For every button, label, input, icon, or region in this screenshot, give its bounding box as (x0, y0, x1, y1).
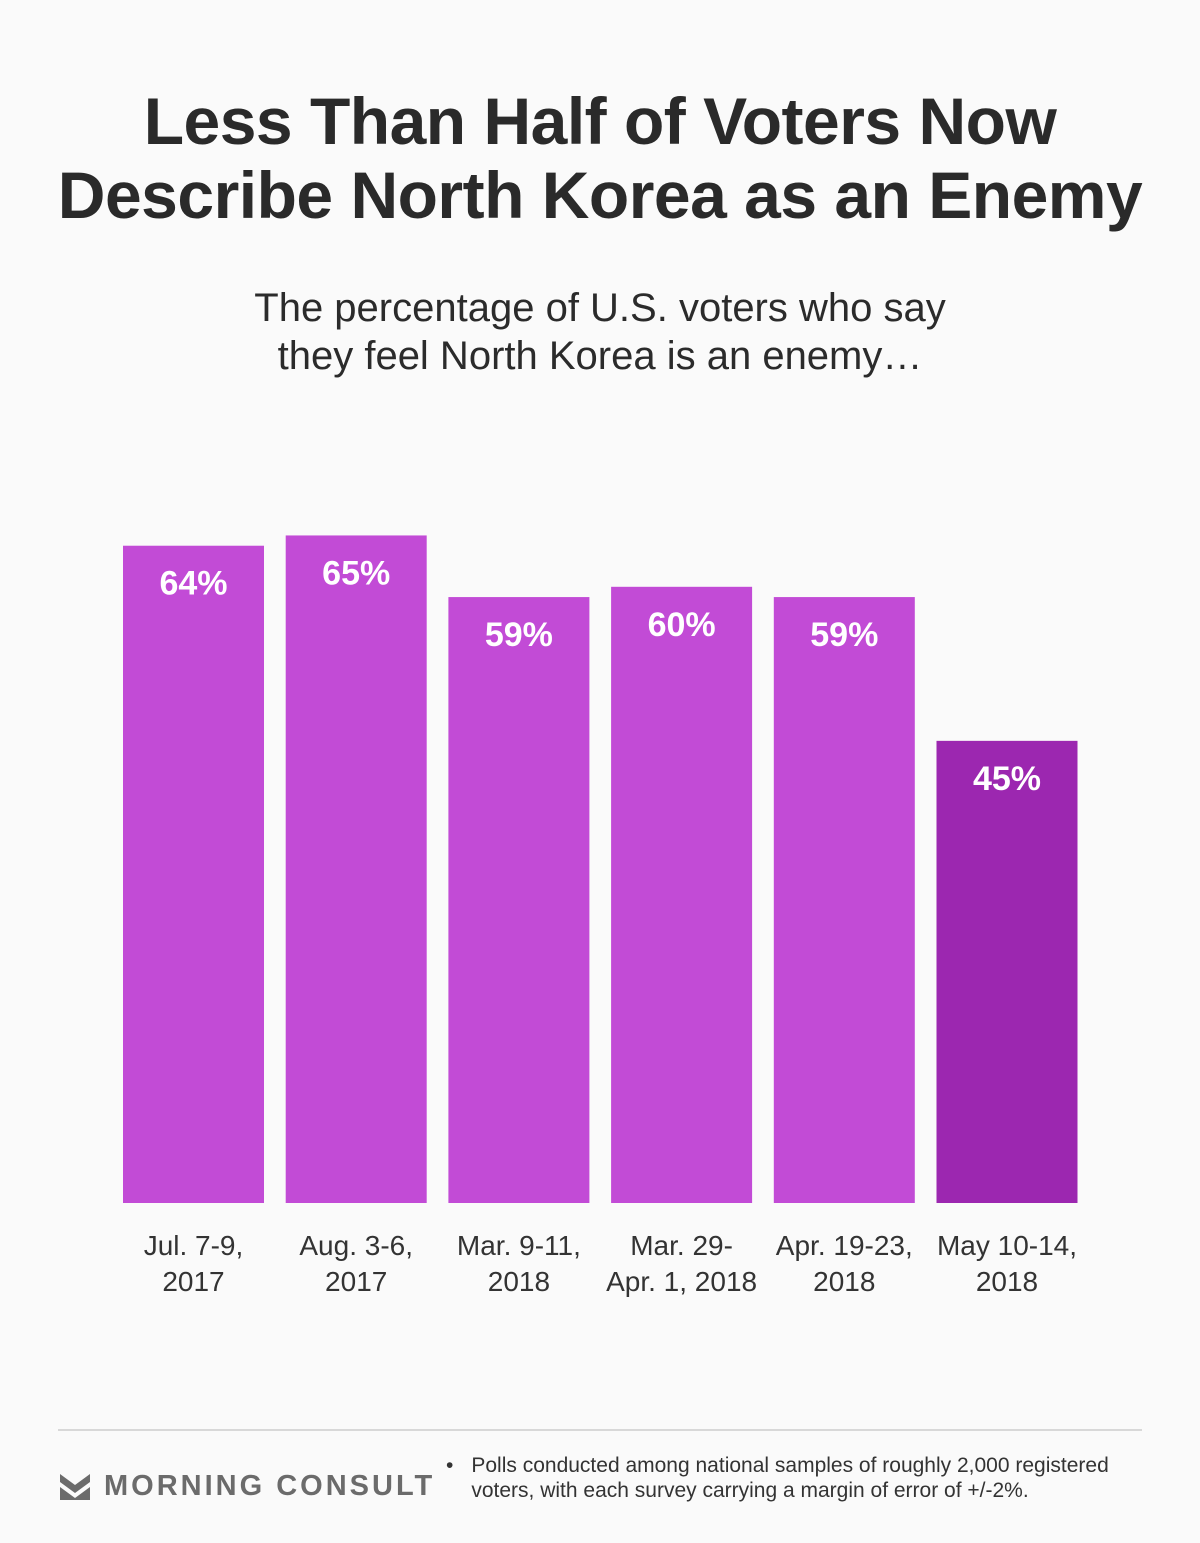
x-tick-label: 2017 (325, 1266, 387, 1297)
x-tick-label: Apr. 19-23, (776, 1230, 913, 1261)
x-tick-label: Mar. 29- (630, 1230, 733, 1261)
data-label: 65% (322, 554, 390, 592)
x-tick-label: May 10-14, (937, 1230, 1077, 1261)
footnote-line: Polls conducted among national samples o… (471, 1454, 1109, 1477)
data-label: 59% (485, 616, 553, 654)
footnote-line: voters, with each survey carrying a marg… (471, 1479, 1029, 1502)
footer-divider (58, 1429, 1142, 1431)
footnote: • Polls conducted among national samples… (446, 1453, 1109, 1503)
data-label: 45% (973, 760, 1041, 798)
subtitle-line: they feel North Korea is an enemy… (277, 334, 923, 378)
logo-text: MORNING CONSULT (104, 1470, 436, 1502)
x-tick-label: Mar. 9-11, (457, 1230, 581, 1261)
bar (285, 535, 427, 1203)
bar (611, 586, 753, 1203)
chart-title: Less Than Half of Voters Now Describe No… (0, 84, 1200, 232)
chart-subtitle: The percentage of U.S. voters who say th… (0, 284, 1200, 380)
bullet: • (446, 1454, 454, 1477)
x-tick-label: 2018 (976, 1266, 1038, 1297)
x-tick-label: Jul. 7-9, (144, 1230, 244, 1261)
title-line: Less Than Half of Voters Now (143, 84, 1057, 158)
subtitle-line: The percentage of U.S. voters who say (254, 286, 946, 330)
data-label: 59% (810, 616, 878, 654)
bar (773, 597, 915, 1203)
x-tick-label: 2017 (162, 1266, 224, 1297)
x-tick-label: Apr. 1, 2018 (606, 1266, 757, 1297)
x-tick-label: Aug. 3-6, (299, 1230, 413, 1261)
bar (936, 740, 1078, 1203)
title-line: Describe North Korea as an Enemy (57, 158, 1143, 232)
data-label: 60% (648, 606, 716, 644)
bar (448, 597, 590, 1203)
morning-consult-logo: MORNING CONSULT (60, 1470, 435, 1503)
x-tick-label: 2018 (488, 1266, 550, 1297)
bar (123, 545, 264, 1203)
x-tick-label: 2018 (813, 1266, 875, 1297)
bar-chart: 64% Jul. 7-9, 2017 65% Aug. 3-6, 2017 59% Mar. … (123, 535, 1078, 1297)
data-label: 64% (159, 565, 227, 603)
morning-consult-logo-icon (60, 1473, 90, 1500)
